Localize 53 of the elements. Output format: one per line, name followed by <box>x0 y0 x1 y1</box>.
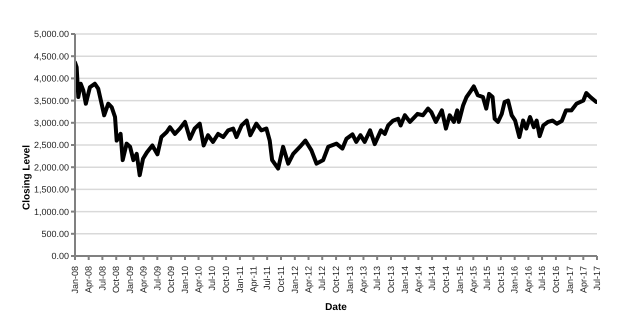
x-tick-label: Apr-09 <box>138 266 149 294</box>
y-axis-title: Closing Level <box>22 144 33 210</box>
x-tick-label: Jan-17 <box>564 266 575 294</box>
x-tick-label: Jul-09 <box>152 266 162 291</box>
x-tick-label: Jan-10 <box>180 266 190 294</box>
x-tick-label: Jul-13 <box>372 266 382 291</box>
x-tick-label: Jan-11 <box>234 266 245 293</box>
x-tick-label: Oct-14 <box>440 266 451 294</box>
x-tick-label: Jul-08 <box>97 266 108 291</box>
x-tick-label: Apr-17 <box>578 266 588 294</box>
x-tick-label: Jul-14 <box>427 266 438 291</box>
x-axis-title: Date <box>325 302 348 313</box>
x-tick-label: Apr-08 <box>84 266 94 294</box>
y-tick-label: 500.00 <box>41 228 69 239</box>
x-tick-label: Apr-16 <box>523 266 534 294</box>
x-tick-label: Jan-13 <box>344 266 355 294</box>
x-tick-label: Oct-09 <box>166 266 176 294</box>
x-tick-label: Jul-17 <box>592 266 602 291</box>
x-tick-label: Apr-11 <box>248 266 258 292</box>
x-tick-label: Oct-08 <box>111 266 122 294</box>
line-series <box>75 60 597 178</box>
y-tick-label: 3,500.00 <box>34 96 69 106</box>
x-tick-label: Jul-11 <box>262 266 272 290</box>
x-tick-label: Jan-08 <box>70 266 80 294</box>
x-tick-label: Jan-15 <box>454 266 465 294</box>
y-tick-label: 1,000.00 <box>34 206 69 217</box>
x-tick-label: Apr-13 <box>358 266 368 294</box>
x-tick-label: Jul-16 <box>537 266 548 291</box>
x-tick-label: Oct-11 <box>276 266 286 292</box>
y-tick-label: 4,500.00 <box>34 51 69 62</box>
x-tick-label: Oct-12 <box>331 266 342 294</box>
y-tick-label: 5,000.00 <box>34 29 69 40</box>
y-tick-label: 3,000.00 <box>34 118 69 128</box>
x-tick-label: Jan-12 <box>290 266 300 294</box>
x-tick-label: Jul-15 <box>482 266 492 291</box>
x-tick-label: Apr-14 <box>413 266 424 294</box>
x-tick-label: Apr-12 <box>304 266 314 294</box>
y-tick-label: 2,500.00 <box>34 140 69 150</box>
x-tick-label: Jan-14 <box>400 266 410 294</box>
x-tick-label: Oct-13 <box>386 266 396 294</box>
y-tick-label: 4,000.00 <box>34 74 69 84</box>
y-tick-label: 0.00 <box>51 251 69 262</box>
x-tick-label: Jan-16 <box>510 266 520 294</box>
x-tick-label: Oct-10 <box>221 266 232 294</box>
x-tick-label: Oct-15 <box>496 266 506 294</box>
x-tick-label: Apr-10 <box>194 266 204 294</box>
x-tick-label: Jan-09 <box>125 266 136 294</box>
x-tick-label: Apr-15 <box>468 266 478 294</box>
x-tick-label: Jul-10 <box>207 266 218 291</box>
x-tick-label: Jul-12 <box>317 266 328 291</box>
y-tick-label: 1,500.00 <box>34 184 69 195</box>
y-tick-label: 2,000.00 <box>34 162 69 172</box>
x-tick-label: Oct-16 <box>550 266 561 294</box>
